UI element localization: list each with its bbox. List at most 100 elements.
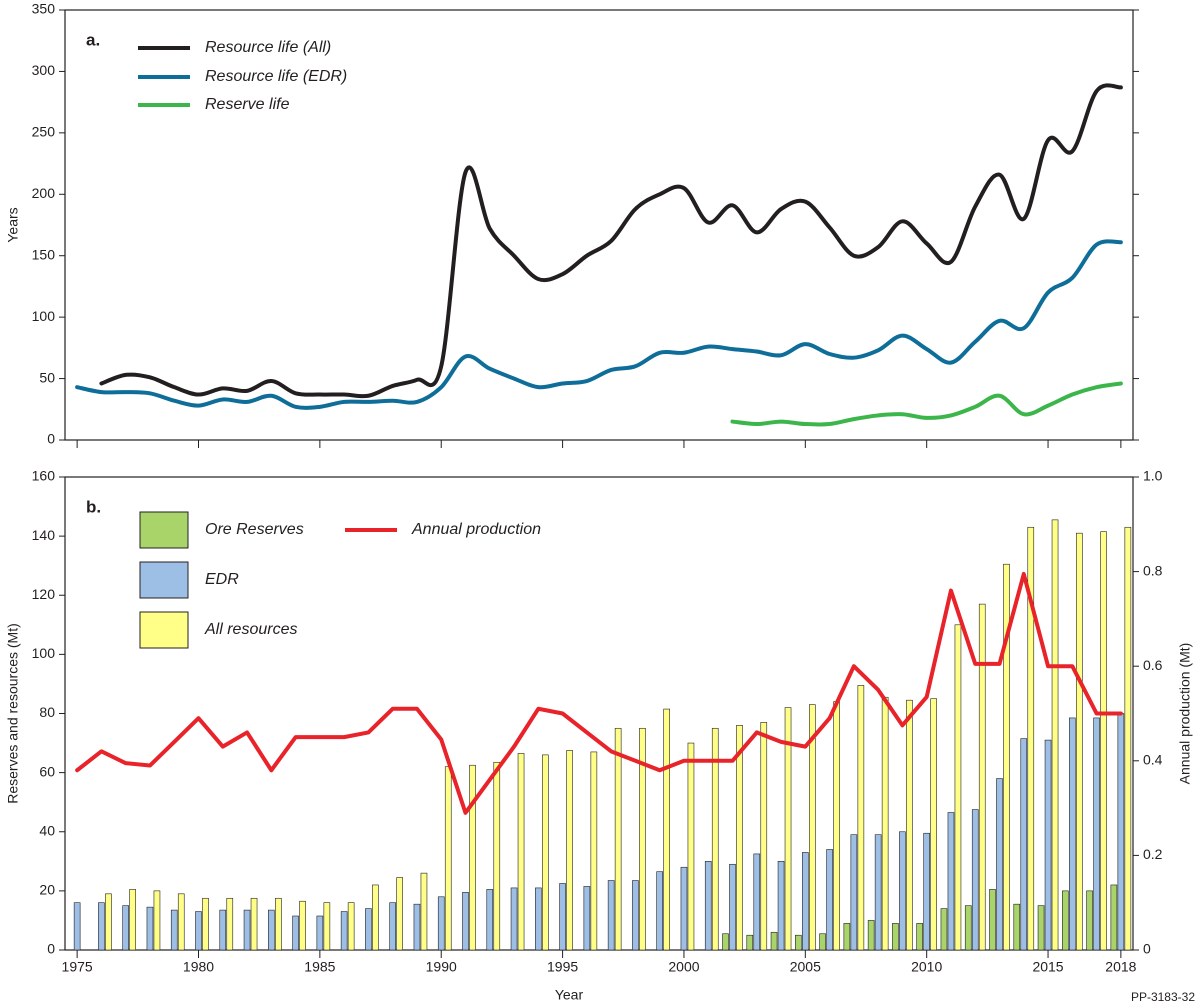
panel-label: a. [86, 30, 100, 49]
bar [535, 887, 542, 951]
bar [614, 727, 622, 951]
y2-tick-label: 0.4 [1143, 752, 1163, 768]
x-tick-label: 2010 [911, 959, 942, 975]
bar [687, 742, 695, 951]
line [730, 381, 1123, 427]
bar [590, 751, 598, 951]
x-tick-label: 1995 [547, 959, 578, 975]
bar [795, 934, 802, 951]
bar [639, 727, 646, 951]
y-tick-label: 150 [32, 246, 56, 262]
y-tick-label: 100 [32, 645, 56, 661]
bar [153, 890, 161, 951]
bar [1117, 713, 1125, 951]
legend-label: Annual production [411, 521, 541, 538]
x-tick-label: 1975 [62, 959, 93, 975]
legend-swatch [139, 511, 189, 549]
bar [857, 685, 865, 951]
bar [607, 880, 615, 951]
line [75, 571, 1123, 815]
y-tick-label: 50 [39, 369, 55, 385]
bar [177, 893, 185, 951]
y2-tick-label: 1.0 [1143, 468, 1163, 484]
bar [105, 893, 112, 951]
bar [170, 909, 178, 951]
bar [656, 871, 663, 951]
bar [420, 872, 428, 951]
bar [413, 903, 421, 951]
y-tick-label: 160 [32, 468, 56, 484]
y-tick-label: 200 [32, 185, 56, 201]
y-tick-label: 80 [39, 704, 55, 720]
bar [202, 897, 209, 951]
bar [275, 897, 282, 951]
legend-swatch [139, 611, 189, 649]
y-tick-label: 140 [32, 527, 56, 543]
bar [833, 701, 840, 951]
bar [1044, 739, 1052, 951]
bar [389, 902, 396, 951]
y2-tick-label: 0 [1143, 941, 1151, 957]
bar [753, 853, 761, 951]
y-tick-label: 0 [47, 941, 55, 957]
y-tick-label: 350 [32, 1, 56, 17]
bar [954, 624, 962, 951]
bar [760, 722, 768, 951]
y2-tick-label: 0.2 [1143, 846, 1163, 862]
bar [1110, 884, 1118, 951]
bar [462, 892, 469, 951]
y2-tick-label: 0.8 [1143, 562, 1163, 578]
bar [1062, 890, 1069, 951]
bar [316, 915, 324, 951]
bar [372, 884, 379, 951]
bar [1020, 738, 1028, 951]
bar [1093, 717, 1100, 951]
bar [1051, 519, 1059, 951]
x-tick-label: 2018 [1105, 959, 1136, 975]
bar [867, 920, 875, 951]
bar [784, 707, 792, 951]
bar [892, 923, 899, 951]
bar [874, 834, 882, 951]
bar [746, 934, 754, 951]
bar [930, 698, 937, 951]
x-tick-label: 1985 [304, 959, 335, 975]
bar [195, 911, 202, 951]
bar [802, 852, 809, 951]
y-axis-label: Years [5, 207, 21, 242]
bar [722, 933, 729, 951]
bar [1069, 717, 1076, 951]
bar [1100, 531, 1107, 951]
bar [1013, 903, 1021, 951]
y-tick-label: 40 [39, 822, 55, 838]
bar [1076, 532, 1083, 951]
bar [819, 933, 826, 951]
bar [663, 708, 670, 951]
bar [396, 877, 403, 951]
legend-swatch [139, 561, 189, 599]
y-axis-label: Reserves and resources (Mt) [5, 623, 21, 804]
bar [850, 834, 858, 951]
bar [996, 778, 1003, 951]
plot-frame [64, 9, 1134, 441]
bar [770, 931, 778, 951]
bar [444, 766, 452, 951]
x-tick-label: 2005 [790, 959, 821, 975]
bar [971, 809, 979, 951]
bar [1124, 526, 1132, 951]
legend-label: Resource life (All) [205, 39, 331, 56]
bar [989, 889, 996, 951]
bar [129, 889, 136, 951]
bar [98, 902, 105, 951]
bar [1003, 563, 1010, 951]
bar [486, 889, 494, 951]
y-tick-label: 60 [39, 763, 55, 779]
y-tick-label: 250 [32, 124, 56, 140]
y2-tick-label: 0.6 [1143, 657, 1163, 673]
x-tick-label: 1980 [183, 959, 214, 975]
y-tick-label: 300 [32, 62, 56, 78]
panel-label: b. [86, 497, 101, 516]
bar [566, 750, 573, 951]
legend-label: EDR [205, 571, 239, 588]
